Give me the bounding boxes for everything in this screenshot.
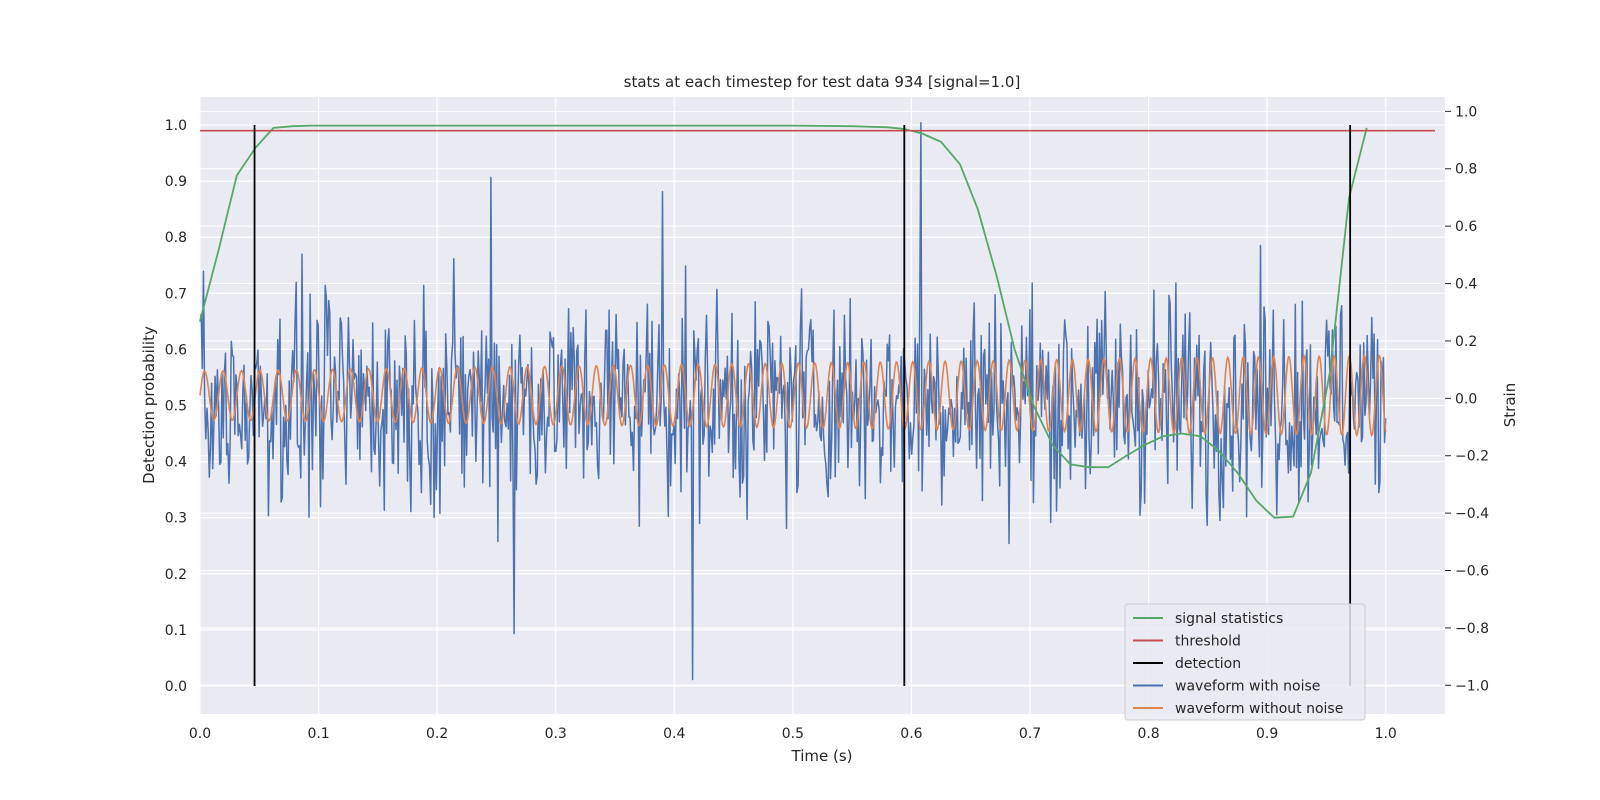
y-axis-left: 0.0 0.1 0.2 0.3 0.4 0.5 0.6 0.7 0.8 0.9 1.0: [165, 118, 187, 695]
y-tick-label: 0.0: [165, 679, 187, 695]
x-tick-label: 0.4: [663, 726, 685, 742]
y2-tick-label: 0.2: [1455, 334, 1477, 350]
x-tick-label: 0.3: [545, 726, 567, 742]
y-tick-label: 0.3: [165, 511, 187, 527]
x-axis-label: Time (s): [791, 747, 853, 765]
legend: signal statistics threshold detection wavef…: [1124, 603, 1366, 721]
legend-box: [1124, 603, 1366, 721]
waveform-without-noise-line: [199, 353, 1387, 438]
x-tick-label: 0.9: [1256, 726, 1278, 742]
y2-tick-label: 0.4: [1455, 277, 1477, 293]
x-axis: 0.0 0.1 0.2 0.3 0.4 0.5 0.6 0.7 0.8 0.9 1.0: [189, 726, 1397, 742]
y2-tick-label: −0.4: [1455, 506, 1489, 522]
y-tick-label: 0.5: [165, 399, 187, 415]
y2-tick-label: −0.8: [1455, 621, 1489, 637]
y2-tick-label: 0.0: [1455, 391, 1477, 407]
y-tick-label: 0.7: [165, 286, 187, 302]
y-tick-label: 0.6: [165, 342, 187, 358]
legend-label: threshold: [1175, 634, 1241, 650]
y-tick-label: 0.9: [165, 174, 187, 190]
x-tick-label: 0.6: [900, 726, 922, 742]
y2-tick-label: −1.0: [1455, 678, 1489, 694]
y-tick-label: 0.2: [165, 567, 187, 583]
y-tick-label: 0.1: [165, 623, 187, 639]
x-tick-label: 0.7: [1019, 726, 1041, 742]
y2-tick-label: −0.2: [1455, 449, 1489, 465]
chart-title: stats at each timestep for test data 934…: [624, 73, 1021, 91]
y2-tick-label: 0.8: [1455, 162, 1477, 178]
y2-tick-label: 0.6: [1455, 219, 1477, 235]
y-axis-label: Detection probability: [140, 326, 158, 484]
legend-label: signal statistics: [1175, 611, 1283, 627]
waveform-with-noise-line: [199, 122, 1387, 681]
y-tick-label: 0.8: [165, 230, 187, 246]
series-waveform-without-noise: [199, 353, 1387, 438]
signal-statistics-line: [199, 124, 1368, 519]
legend-label: waveform with noise: [1175, 679, 1320, 695]
legend-label: detection: [1175, 656, 1241, 672]
legend-label: waveform without noise: [1175, 701, 1343, 717]
y2-tick-label: −0.6: [1455, 564, 1489, 580]
y-axis-right: −1.0 −0.8 −0.6 −0.4 −0.2 0.0 0.2 0.4 0.6 0.8 1.0: [1445, 104, 1489, 694]
y2-axis-label: Strain: [1501, 383, 1519, 427]
series-waveform-with-noise: [199, 122, 1387, 681]
y-tick-label: 1.0: [165, 118, 187, 134]
series-detection: [253, 125, 1352, 686]
y-tick-label: 0.4: [165, 455, 187, 471]
x-tick-label: 1.0: [1375, 726, 1397, 742]
x-tick-label: 0.2: [426, 726, 448, 742]
series-signal-statistics: [199, 124, 1368, 519]
x-tick-label: 0.0: [189, 726, 211, 742]
y2-tick-label: 1.0: [1455, 104, 1477, 120]
x-tick-label: 0.8: [1137, 726, 1159, 742]
x-tick-label: 0.1: [307, 726, 329, 742]
x-tick-label: 0.5: [782, 726, 804, 742]
